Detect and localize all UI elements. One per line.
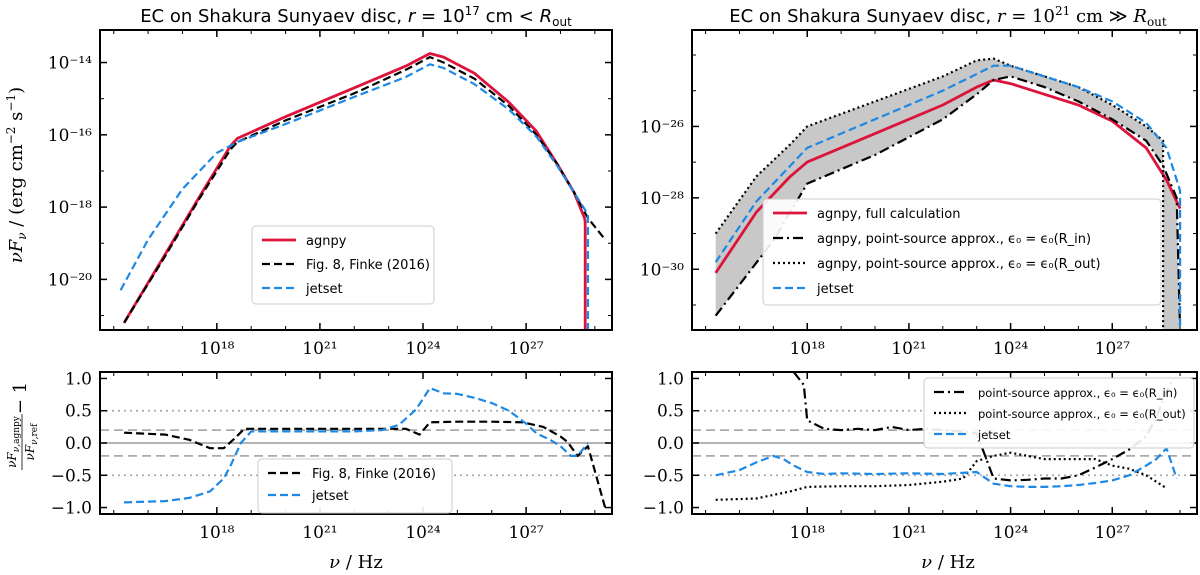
y-tick-label: −0.5 — [51, 466, 92, 486]
series-line — [714, 64, 1182, 330]
ylabel-bottom: νFν,agnpy νFν,ref − 1 — [5, 382, 40, 470]
series-line — [119, 63, 590, 330]
legend-label: agnpy, full calculation — [817, 207, 960, 222]
y-tick-label: 10⁻¹⁶ — [48, 126, 92, 146]
y-tick-label: −0.5 — [643, 466, 684, 486]
x-tick-label: 10²⁷ — [508, 523, 543, 543]
axes-frame — [691, 29, 1198, 331]
legend-label: jetset — [311, 489, 349, 504]
axes-frame — [99, 29, 613, 331]
svg-text:− 1: − 1 — [10, 382, 31, 414]
title-top-right: EC on Shakura Sunyaev disc, r = 1021 cm … — [729, 4, 1167, 29]
ylabel-top: νFν / (erg cm−2 s−1) — [4, 87, 29, 263]
x-tick-label: 10²⁷ — [508, 339, 543, 359]
xlabel-bottom-right: ν / Hz — [921, 552, 975, 573]
series-line — [124, 387, 589, 504]
x-tick-label: 10²⁷ — [1095, 339, 1130, 359]
x-tick-label: 10¹⁸ — [199, 523, 234, 543]
y-tick-label: 10⁻²⁶ — [640, 117, 684, 137]
legend-label: Fig. 8, Finke (2016) — [306, 258, 430, 273]
y-tick-label: 1.0 — [65, 369, 92, 389]
panel-bottom-right: ν / Hz 10¹⁸ 10²¹ 10²⁴ 10²⁷ 1.0 0.5 0.0 −0.5 −1.0… — [643, 369, 1198, 573]
x-tick-label: 10²⁷ — [1095, 523, 1130, 543]
series-line — [715, 447, 1178, 488]
x-tick-label: 10²¹ — [302, 523, 337, 543]
y-tick-label: 0.0 — [65, 434, 92, 454]
x-tick-label: 10¹⁸ — [790, 523, 825, 543]
xlabel-bottom-left: ν / Hz — [329, 552, 383, 573]
legend-label: jetset — [977, 428, 1011, 442]
x-tick-label: 10²⁴ — [405, 339, 440, 359]
plot-area — [100, 387, 612, 508]
y-tick-label: 0.5 — [657, 402, 684, 422]
plot-area — [714, 57, 1182, 330]
x-tick-label: 10²¹ — [891, 523, 926, 543]
y-tick-label: 10⁻¹⁸ — [48, 198, 92, 218]
series-line — [792, 372, 1175, 482]
x-tick-label: 10²⁴ — [993, 523, 1028, 543]
title-top-left: EC on Shakura Sunyaev disc, r = 1017 cm … — [140, 4, 572, 29]
legend-label: agnpy, point-source approx., ϵ₀ = ϵ₀(R_i… — [817, 232, 1091, 247]
legend-label: point-source approx., ϵ₀ = ϵ₀(R_in) — [978, 386, 1177, 400]
y-tick-label: 0.5 — [65, 402, 92, 422]
fill-band — [715, 58, 1181, 330]
legend: agnpy, full calculation agnpy, point-sour… — [762, 198, 1162, 306]
y-tick-label: 10⁻²⁰ — [48, 270, 92, 290]
x-tick-label: 10²¹ — [891, 339, 926, 359]
y-tick-label: 10⁻³⁰ — [640, 260, 684, 280]
legend-label: jetset — [816, 282, 854, 297]
y-tick-label: 1.0 — [657, 369, 684, 389]
panel-top-left: EC on Shakura Sunyaev disc, r = 1017 cm … — [4, 4, 613, 359]
y-tick-label: 0.0 — [657, 434, 684, 454]
x-tick-label: 10¹⁸ — [199, 339, 234, 359]
legend-label: agnpy — [306, 234, 347, 249]
legend: Fig. 8, Finke (2016) jetset — [257, 458, 453, 514]
x-tick-label: 10¹⁸ — [790, 339, 825, 359]
svg-text:νFν,agnpy: νFν,agnpy — [5, 415, 22, 468]
legend: point-source approx., ϵ₀ = ϵ₀(R_in)point… — [923, 377, 1195, 449]
x-tick-label: 10²¹ — [302, 339, 337, 359]
x-tick-label: 10²⁴ — [993, 339, 1028, 359]
panel-top-right: EC on Shakura Sunyaev disc, r = 1021 cm … — [640, 4, 1198, 359]
series-line — [714, 75, 1182, 330]
plot-area — [119, 52, 606, 330]
legend-label: jetset — [305, 282, 343, 297]
legend-label: Fig. 8, Finke (2016) — [312, 467, 436, 482]
y-tick-label: −1.0 — [51, 499, 92, 519]
x-tick-label: 10²⁴ — [405, 523, 440, 543]
svg-text:νFν,ref: νFν,ref — [23, 423, 40, 461]
panel-bottom-left: νFν,agnpy νFν,ref − 1 ν / Hz 10¹⁸ 10²¹ 10²… — [5, 369, 613, 573]
legend-label: agnpy, point-source approx., ϵ₀ = ϵ₀(R_o… — [817, 257, 1101, 272]
series-line — [714, 57, 1165, 330]
series-line — [715, 451, 1168, 501]
series-line — [123, 55, 606, 324]
y-tick-label: −1.0 — [643, 499, 684, 519]
series-line — [124, 420, 607, 508]
y-tick-label: 10⁻²⁸ — [640, 189, 684, 209]
legend-label: point-source approx., ϵ₀ = ϵ₀(R_out) — [978, 407, 1186, 421]
y-tick-label: 10⁻¹⁴ — [48, 54, 92, 74]
legend: agnpy Fig. 8, Finke (2016) jetset — [251, 225, 435, 305]
